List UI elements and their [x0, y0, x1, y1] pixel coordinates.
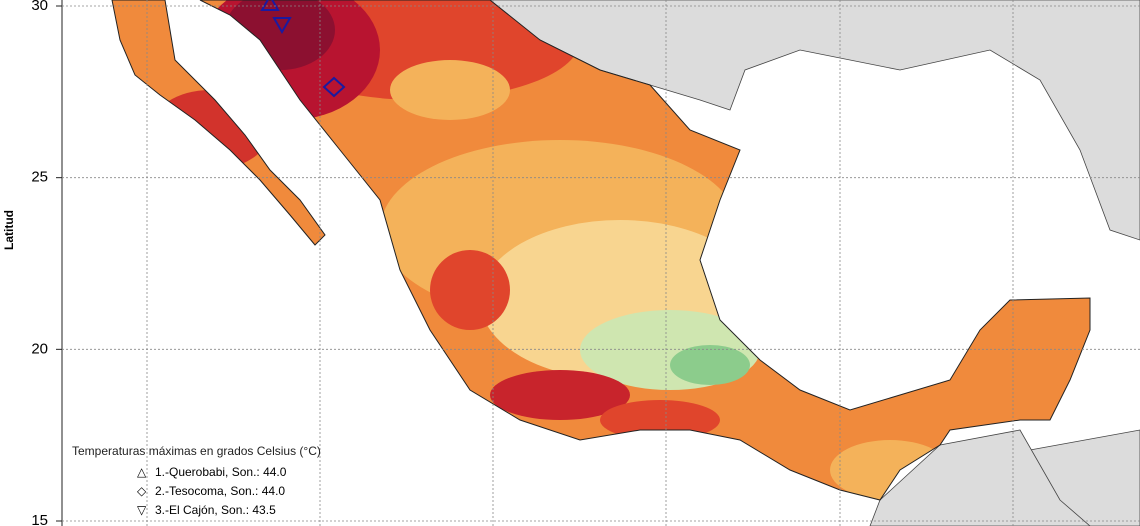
axis-label: Latitud — [2, 210, 16, 250]
legend-label: 3.-El Cajón, Son.: 43.5 — [155, 503, 276, 517]
station-marker — [272, 17, 292, 35]
map-area — [61, 0, 1140, 526]
tick-label: 15 — [31, 512, 48, 526]
coastline — [111, 0, 1091, 501]
station-marker — [260, 0, 280, 11]
legend-symbol: △ — [137, 465, 147, 479]
legend-symbol: ◇ — [137, 484, 147, 498]
axis-ticks: 30 25 20 15 — [31, 0, 1140, 526]
station-markers — [260, 0, 346, 98]
legend: Temperaturas máximas en grados Celsius (… — [72, 444, 321, 517]
tick-label: 30 — [31, 0, 48, 14]
tick-label: 25 — [31, 169, 48, 186]
station-marker — [322, 76, 346, 98]
legend-label: 1.-Querobabi, Son.: 44.0 — [155, 465, 287, 479]
legend-label: 2.-Tesocoma, Son.: 44.0 — [155, 484, 285, 498]
legend-symbol: ▽ — [137, 503, 147, 517]
legend-title: Temperaturas máximas en grados Celsius (… — [72, 444, 321, 458]
tick-label: 20 — [31, 340, 48, 357]
